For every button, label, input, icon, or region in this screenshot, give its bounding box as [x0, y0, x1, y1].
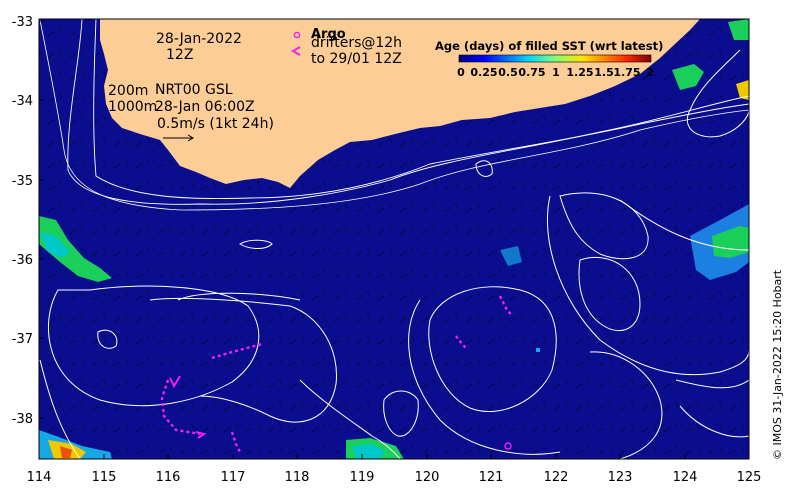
drifter-legend: Argo drifters@12h to 29/01 12Z — [290, 27, 402, 67]
y-tick-label: -33 — [12, 15, 33, 30]
colorbar-tick-label: 0 — [457, 66, 465, 79]
colorbar-tick-label: 0.25 — [470, 66, 497, 79]
x-tick-label: 118 — [285, 470, 310, 485]
drifter-legend-line2: to 29/01 12Z — [311, 51, 402, 67]
sst-age-patches — [39, 19, 749, 459]
colorbar-tick-label: 1 — [552, 66, 560, 79]
y-tick-label: -34 — [12, 94, 33, 109]
x-tick-label: 122 — [544, 470, 569, 485]
colorbar-tick-label: 1.75 — [613, 66, 640, 79]
colorbar: Age (days) of filled SST (wrt latest) 0 … — [435, 39, 663, 79]
x-tick-label: 119 — [350, 470, 375, 485]
x-tick-label: 120 — [415, 470, 440, 485]
drifter-arrowheads — [169, 375, 207, 439]
x-tick-label: 114 — [27, 470, 52, 485]
y-tick-label: -37 — [12, 332, 33, 347]
product-name: NRT00 GSL — [155, 82, 233, 98]
x-axis — [38, 454, 750, 459]
map-plot-area — [39, 19, 749, 459]
y-axis — [39, 20, 44, 419]
colorbar-tick-label: 2 — [646, 66, 654, 79]
date-label: 28-Jan-2022 — [156, 31, 242, 47]
product-time: 28-Jan 06:00Z — [155, 99, 255, 115]
velocity-scale-arrow — [163, 134, 194, 142]
contour-1000m-label: 1000m — [108, 99, 157, 115]
x-tick-label: 115 — [92, 470, 117, 485]
x-tick-label: 125 — [737, 470, 762, 485]
colorbar-tick-label: 0.75 — [518, 66, 545, 79]
colorbar-tick-label: 1.25 — [566, 66, 593, 79]
x-tick-label: 121 — [479, 470, 504, 485]
argo-float-marker — [504, 442, 512, 450]
drifter-tracks — [160, 295, 513, 453]
y-tick-label: -36 — [12, 253, 33, 268]
x-tick-labels: 114 115 116 117 118 119 120 121 122 123 … — [27, 470, 762, 485]
x-tick-label: 117 — [221, 470, 246, 485]
y-tick-label: -38 — [12, 412, 33, 427]
y-tick-labels: -33 -34 -35 -36 -37 -38 — [12, 15, 33, 427]
y-tick-label: -35 — [12, 174, 33, 189]
drifter-legend-arrow-icon — [290, 46, 301, 56]
colorbar-gradient — [458, 54, 652, 63]
colorbar-title: Age (days) of filled SST (wrt latest) — [435, 39, 663, 53]
drifter-legend-line1: drifters@12h — [311, 35, 402, 51]
argo-legend-marker — [293, 31, 301, 39]
credit-label: © IMOS 31-Jan-2022 15:20 Hobart — [771, 269, 784, 460]
time-label: 12Z — [166, 47, 193, 63]
colorbar-tick-label: 0.5 — [498, 66, 518, 79]
x-tick-label: 123 — [608, 470, 633, 485]
colorbar-tick-label: 1.5 — [594, 66, 614, 79]
plot-frame — [38, 18, 750, 460]
contour-200m-label: 200m — [108, 83, 148, 99]
velocity-scale-label: 0.5m/s (1kt 24h) — [157, 116, 274, 132]
contours — [39, 19, 749, 459]
argo-legend-label: Argo — [311, 27, 346, 42]
x-tick-label: 124 — [673, 470, 698, 485]
x-tick-label: 116 — [156, 470, 181, 485]
